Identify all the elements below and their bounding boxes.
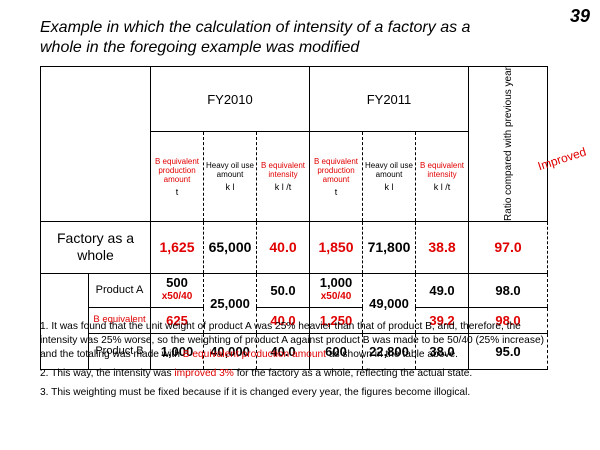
factory-ratio: 97.0: [468, 220, 549, 274]
productB-oil2010: 40,000: [203, 332, 257, 370]
indent-cell: [40, 272, 89, 370]
corner-cell: [40, 66, 151, 222]
ratio-header-text: Ratio compared with previous year: [502, 67, 514, 221]
int-2010-header: B equivalent intensity k l /t: [256, 131, 310, 222]
productB-int2011: 38.0: [414, 332, 470, 370]
productB-oil2011: 22,800: [362, 332, 416, 370]
productA-int2010: 50.0: [256, 272, 310, 308]
intensity-table: FY2010 FY2011 Ratio compared with previo…: [40, 65, 549, 370]
b-equivalent-label: B equivalent: [88, 306, 151, 334]
productA-mult2011: x50/40: [320, 291, 352, 303]
notes: 1. It was found that the unit weight of …: [40, 320, 560, 405]
productB-ratio: 95.0: [468, 332, 549, 370]
page-number: 39: [569, 6, 590, 26]
productB-int2010: 40.0: [256, 332, 310, 370]
slide-title: Example in which the calculation of inte…: [40, 19, 471, 56]
oil-2011-header: Heavy oil use amount k l: [362, 131, 416, 222]
productB-b2011: 600: [309, 332, 363, 370]
productA-amt2010: 500: [166, 275, 188, 291]
beq-int2011: 39.2: [414, 306, 470, 334]
beq-int2010: 40.0: [256, 306, 310, 334]
productA-2010-amount: 500 x50/40: [150, 272, 204, 308]
factory-b2011: 1,850: [309, 220, 363, 274]
note-2-highlight: improved 3%: [174, 368, 234, 379]
oil-2010-header: Heavy oil use amount k l: [203, 131, 257, 222]
int-2011-header: B equivalent intensity k l /t: [414, 131, 470, 222]
productA-ratio: 98.0: [468, 272, 549, 308]
note-1-highlight: B equivalent production amount: [182, 349, 327, 360]
note-1: 1. It was found that the unit weight of …: [40, 321, 545, 360]
factory-b2010: 1,625: [150, 220, 204, 274]
b-prod-2011-header: B equivalent production amount t: [309, 131, 363, 222]
productA-amt2011: 1,000: [319, 275, 353, 291]
factory-oil2011: 71,800: [362, 220, 416, 274]
factory-int2011: 38.8: [414, 220, 470, 274]
productA-mult2010: x50/40: [161, 291, 193, 303]
note-3: 3. This weighting must be fixed because …: [40, 387, 471, 398]
factory-label: Factory as a whole: [40, 220, 151, 274]
productB-label: Product B: [88, 332, 151, 370]
productA-label: Product A: [88, 272, 151, 308]
productA-oil2010: 25,000: [203, 272, 257, 334]
productA-int2011: 49.0: [414, 272, 470, 308]
ratio-header: Ratio compared with previous year: [468, 66, 549, 222]
factory-int2010: 40.0: [256, 220, 310, 274]
fy2010-header: FY2010: [150, 65, 310, 133]
beq-b2011: 1,250: [309, 306, 363, 334]
b-prod-2010-header: B equivalent production amount t: [150, 131, 204, 222]
factory-oil2010: 65,000: [203, 220, 257, 274]
note-2: 2. This way, the intensity was improved …: [40, 368, 473, 379]
productB-b2010: 1,000: [150, 332, 204, 370]
productA-2011-amount: 1,000 x50/40: [309, 272, 363, 308]
fy2011-header: FY2011: [308, 65, 470, 133]
